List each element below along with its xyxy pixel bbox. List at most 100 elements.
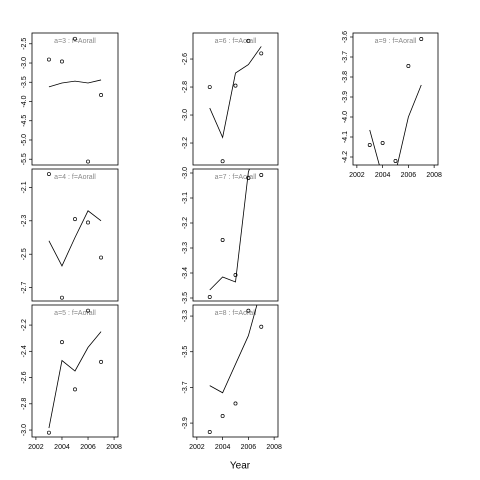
y-tick-label: -2.7: [21, 281, 28, 293]
y-tick-label: -3.5: [182, 292, 189, 304]
x-axis-label: Year: [230, 461, 251, 472]
strip-label: a=9 : f=Aorall: [375, 38, 417, 45]
fit-line: [48, 79, 102, 88]
plot-area: [207, 169, 264, 299]
y-tick-label: -2.1: [21, 181, 28, 193]
y-tick-label: -3.3: [182, 310, 189, 322]
strip-label: a=6 : f=Aorall: [215, 38, 257, 45]
x-tick-label: 2004: [54, 444, 70, 451]
fit-line: [369, 84, 422, 165]
point: [207, 85, 212, 89]
panel-frame: [31, 304, 119, 438]
y-tick-label: -3.4: [182, 267, 189, 279]
x-tick-label: 2008: [106, 444, 122, 451]
point: [46, 172, 51, 176]
point: [207, 295, 212, 299]
x-tick-label: 2004: [375, 172, 391, 179]
point: [99, 255, 104, 260]
point: [86, 159, 90, 164]
point: [220, 238, 225, 242]
panel-frame: [192, 32, 279, 166]
point: [99, 359, 104, 364]
point: [367, 143, 372, 147]
point: [220, 414, 225, 418]
y-tick-label: -3.7: [182, 381, 189, 393]
x-tick-label: 2006: [401, 172, 417, 179]
point: [380, 141, 385, 145]
plot-area: [46, 172, 104, 300]
y-tick-label: -3.5: [182, 346, 189, 358]
point: [207, 430, 212, 434]
y-tick-label: -2.6: [182, 53, 189, 65]
y-tick-label: -3.0: [182, 109, 189, 121]
x-tick-label: 2006: [80, 444, 96, 451]
fit-line: [209, 169, 250, 291]
y-tick-label: -3.0: [182, 167, 189, 179]
y-tick-label: -3.3: [182, 242, 189, 254]
y-tick-label: -3.2: [182, 137, 189, 149]
strip-label: a=7 : f=Aorall: [215, 174, 257, 181]
point: [86, 220, 90, 225]
fit-line: [48, 331, 102, 429]
y-tick-label: -2.6: [21, 371, 28, 383]
y-tick-label: -3.1: [182, 192, 189, 204]
x-tick-label: 2002: [189, 444, 205, 451]
point: [233, 83, 238, 88]
plot-area: [207, 305, 264, 434]
y-tick-label: -3.2: [182, 217, 189, 229]
point: [246, 176, 251, 180]
y-tick-label: -3.5: [21, 76, 28, 88]
point: [99, 93, 104, 97]
point: [86, 308, 90, 313]
plot-area: [367, 37, 424, 165]
panel-frame: [192, 168, 279, 302]
strip-label: a=8 : f=Aorall: [215, 310, 257, 317]
y-tick-label: -3.9: [342, 91, 349, 103]
panel-frame: [31, 168, 119, 302]
point: [259, 51, 264, 56]
y-tick-label: -2.5: [21, 38, 28, 50]
point: [46, 430, 51, 435]
point: [406, 64, 411, 68]
strip-label: a=5 : f=Aorall: [54, 310, 96, 317]
y-tick-label: -2.2: [21, 319, 28, 331]
strip-label: a=3 : f=Aorall: [54, 38, 96, 45]
y-tick-label: -5.5: [21, 153, 28, 165]
panel-frame: [352, 32, 439, 166]
y-tick-label: -3.9: [182, 417, 189, 429]
point: [233, 273, 238, 277]
point: [259, 173, 264, 177]
y-tick-label: -3.6: [342, 31, 349, 43]
x-tick-label: 2004: [215, 444, 231, 451]
panel-frame: [31, 32, 119, 166]
y-tick-label: -3.0: [21, 57, 28, 69]
strip-label: a=4 : f=Aorall: [54, 174, 96, 181]
fit-line: [48, 210, 102, 267]
point: [73, 387, 77, 392]
point: [46, 57, 51, 62]
plot-area: [46, 308, 104, 435]
point: [60, 295, 64, 300]
x-tick-label: 2002: [349, 172, 365, 179]
y-tick-label: -2.5: [21, 248, 28, 260]
x-tick-label: 2008: [426, 172, 442, 179]
y-tick-label: -2.4: [21, 345, 28, 357]
point: [73, 217, 77, 222]
y-tick-label: -3.0: [21, 424, 28, 436]
plot-area: [46, 36, 104, 164]
panel-frame: [192, 304, 279, 438]
y-tick-label: -4.0: [21, 95, 28, 107]
y-tick-label: -4.0: [342, 111, 349, 123]
y-tick-label: -4.1: [342, 131, 349, 143]
point: [220, 159, 225, 164]
point: [393, 159, 398, 163]
point: [259, 324, 264, 329]
point: [419, 37, 424, 41]
x-tick-label: 2002: [28, 444, 44, 451]
point: [246, 308, 251, 313]
y-tick-label: -2.3: [21, 215, 28, 227]
fit-line: [209, 305, 258, 394]
y-tick-label: -3.7: [342, 51, 349, 63]
point: [73, 36, 77, 41]
